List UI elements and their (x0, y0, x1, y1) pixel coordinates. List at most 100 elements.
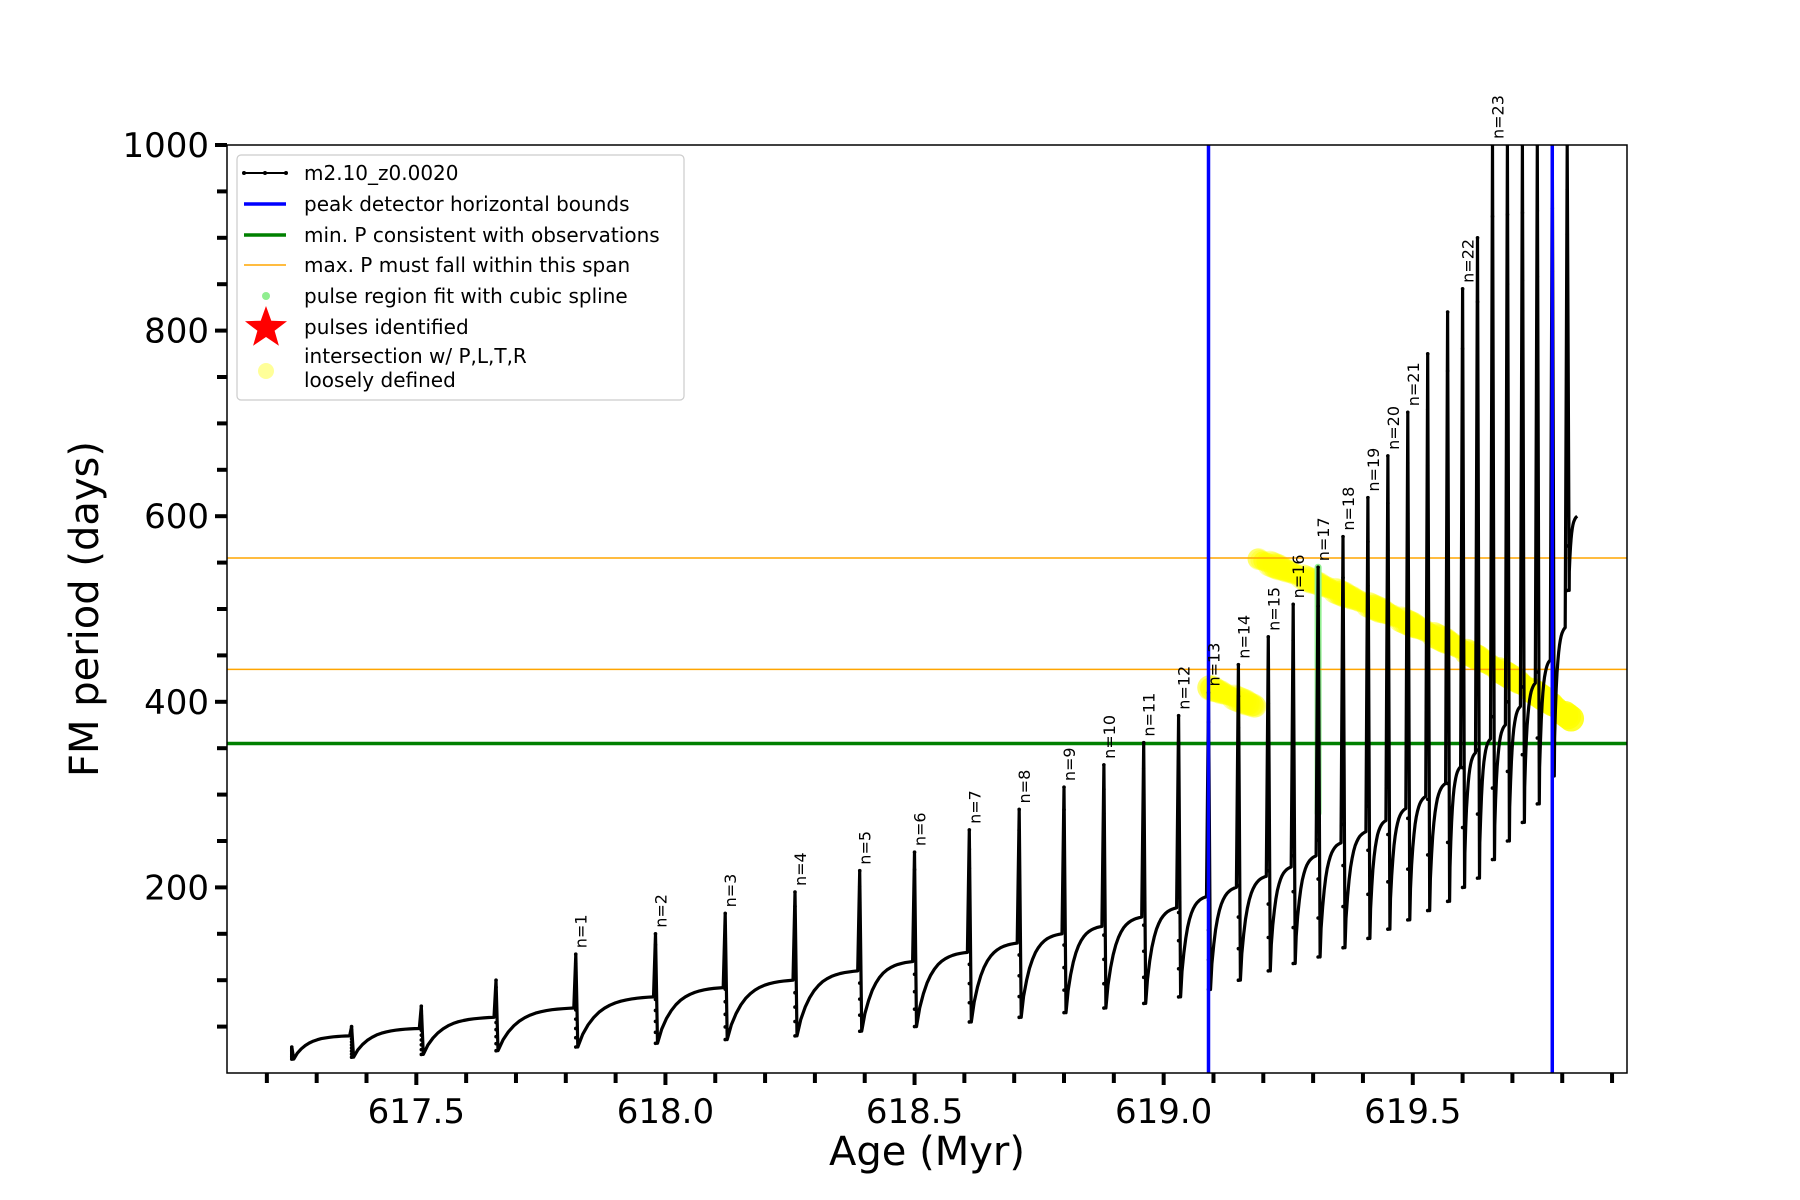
intersection-point (1274, 559, 1297, 582)
intersection-point (1387, 607, 1408, 628)
pulse-label: n=5 (856, 831, 875, 865)
intersection-point (1206, 679, 1231, 704)
intersection-point (1367, 597, 1392, 622)
x-tick-label: 619.0 (1115, 1092, 1212, 1132)
intersection-point (1262, 555, 1281, 574)
intersection-point (1286, 565, 1305, 584)
intersection-point (1316, 576, 1339, 599)
pulse-label: n=11 (1140, 693, 1159, 737)
intersection-point (1265, 554, 1290, 579)
y-tick-label: 400 (144, 683, 209, 723)
intersection-point (1244, 695, 1267, 718)
legend-label-pulses: pulses identified (304, 315, 469, 339)
intersection-point (1324, 581, 1343, 600)
intersection-point (1348, 590, 1371, 613)
intersection-point (1334, 583, 1359, 608)
legend-frame (236, 154, 685, 401)
legend-series-marker-right (284, 171, 288, 175)
intersection-point (1241, 694, 1264, 717)
intersection-point (1277, 560, 1300, 583)
pulse-label: n=22 (1459, 239, 1478, 283)
intersection-point (1291, 567, 1310, 586)
y-tick-label: 200 (144, 868, 209, 908)
intersection-point (1372, 600, 1397, 625)
legend-series-marker-left (242, 171, 246, 175)
intersection-point (1235, 691, 1260, 716)
intersection-point (1348, 590, 1369, 611)
intersection-point (1292, 565, 1319, 592)
x-tick-label: 618.0 (617, 1092, 714, 1132)
intersection-point (1318, 578, 1339, 599)
pulse-label: n=9 (1060, 747, 1079, 781)
intersection-point (1289, 566, 1308, 585)
intersection-point (1280, 562, 1301, 583)
intersection-point (1217, 684, 1238, 705)
intersection-point (1247, 548, 1270, 571)
pulse-label: n=13 (1204, 643, 1223, 687)
pulse-label: n=10 (1100, 715, 1119, 759)
intersection-point (1253, 551, 1272, 570)
pulse-label: n=19 (1364, 448, 1383, 492)
legend-entry-max-p: max. P must fall within this span (244, 253, 630, 277)
legend-entry-peak-bounds: peak detector horizontal bounds (244, 192, 630, 216)
intersection-point (1283, 562, 1306, 585)
pulse-labels: n=1 n=2 n=3 n=4 n=5 n=6 n=7 n=8 n=9 n=10 n=11 n=12 n… (572, 95, 1508, 948)
intersection-point (1391, 607, 1418, 634)
intersection-point (1253, 551, 1274, 572)
intersection-point (1297, 569, 1316, 588)
pulse-label: n=16 (1289, 554, 1308, 598)
pulse-label: n=2 (651, 894, 670, 928)
pulse-label: n=20 (1384, 406, 1403, 450)
intersection-point (1325, 579, 1352, 606)
pulse-label: n=12 (1175, 666, 1194, 710)
pulse-label: n=17 (1314, 517, 1333, 561)
legend-label-series: m2.10_z0.0020 (304, 161, 459, 185)
legend-label-intersection-line2: loosely defined (304, 368, 456, 392)
intersection-point (1250, 549, 1271, 570)
pulse-label: n=15 (1264, 587, 1283, 631)
intersection-point (1364, 596, 1389, 621)
legend-label-peak-bounds: peak detector horizontal bounds (304, 192, 630, 216)
legend-spline-dot (262, 292, 270, 300)
legend-entry-spline: pulse region fit with cubic spline (262, 284, 628, 308)
intersection-point (1277, 560, 1298, 581)
intersection-point (1220, 686, 1241, 707)
intersection-point (1271, 557, 1296, 582)
legend-entry-pulses: pulses identified (245, 306, 469, 346)
intersection-point (1405, 615, 1430, 640)
intersection-point (1405, 615, 1428, 638)
legend-label-min-p: min. P consistent with observations (304, 223, 660, 247)
pulse-label: n=4 (791, 852, 810, 886)
intersection-point (1364, 595, 1391, 622)
intersection-point (1238, 692, 1263, 717)
pulse-label: n=8 (1015, 770, 1034, 804)
y-tick-label: 1000 (122, 126, 209, 166)
intersection-point (1221, 684, 1248, 711)
pulse-label: n=3 (721, 874, 740, 908)
intersection-point (1318, 578, 1337, 597)
intersection-point (1340, 585, 1365, 610)
pulse-label: n=14 (1234, 615, 1253, 659)
intersection-point (1387, 608, 1406, 627)
intersection-point (1271, 557, 1294, 580)
intersection-point (1295, 567, 1320, 592)
intersection-point (1244, 696, 1265, 717)
intersection-point (1328, 580, 1353, 605)
y-tick-label: 800 (144, 312, 209, 352)
intersection-point (1321, 579, 1342, 600)
legend-intersection-dot (258, 363, 274, 379)
pulse-label: n=23 (1488, 95, 1507, 139)
intersection-point (1274, 558, 1299, 583)
legend-entry-min-p: min. P consistent with observations (244, 223, 660, 247)
intersection-point (1241, 693, 1266, 718)
pulse-label: n=6 (911, 812, 930, 846)
intersection-point (1289, 564, 1316, 591)
pulse-label: n=7 (965, 790, 984, 824)
data-layer (227, 145, 1627, 1073)
intersection-point (1262, 553, 1289, 580)
intersection-point (1423, 623, 1450, 650)
intersection-point (1351, 592, 1370, 611)
intersection-point (1552, 701, 1579, 728)
intersection-point (1358, 593, 1385, 620)
